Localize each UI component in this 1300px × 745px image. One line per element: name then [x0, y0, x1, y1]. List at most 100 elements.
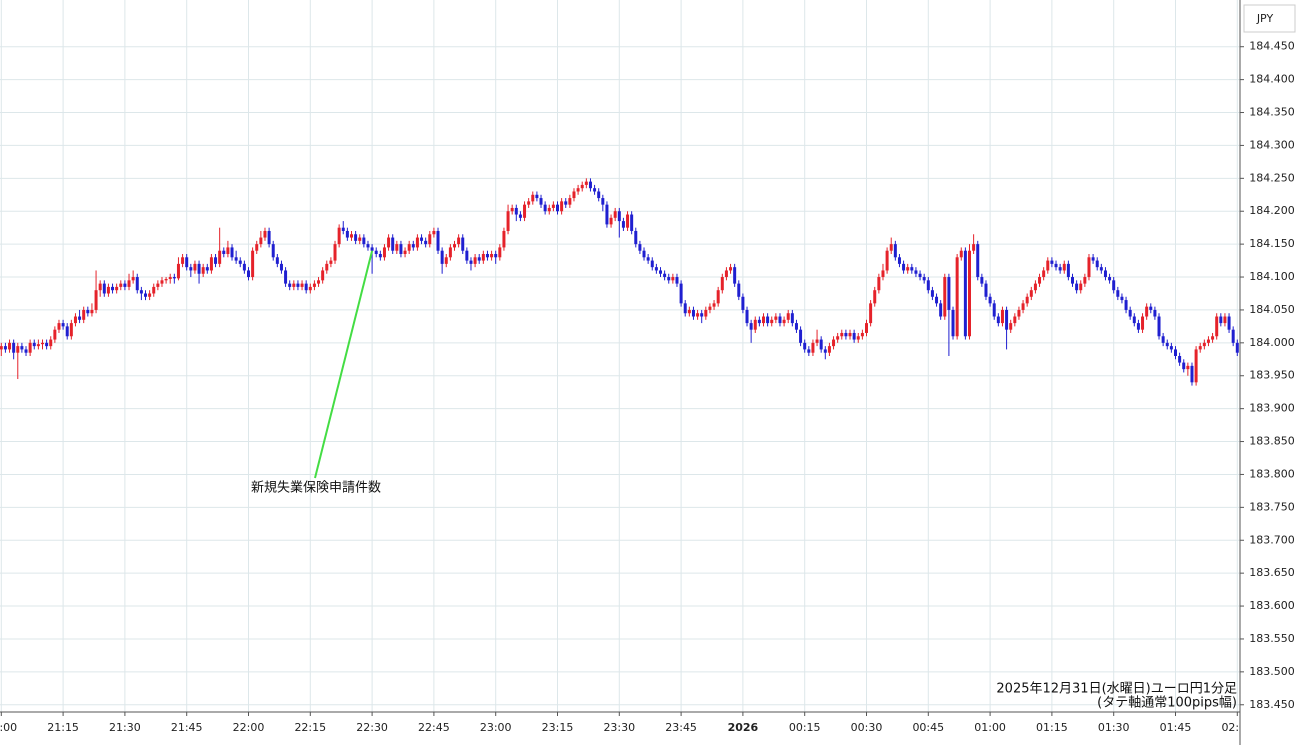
- candle-body: [86, 309, 90, 314]
- candle-body: [1021, 303, 1025, 310]
- candle-body: [560, 201, 564, 212]
- candle-body: [36, 344, 40, 347]
- candle-body: [473, 257, 477, 264]
- candle-body: [94, 290, 98, 310]
- candle-body: [551, 204, 555, 208]
- x-tick-label: 23:00: [480, 721, 512, 734]
- candle-body: [214, 257, 218, 264]
- candle-body: [156, 283, 160, 287]
- candle-body: [263, 230, 267, 238]
- candle-body: [700, 313, 704, 317]
- candle-body: [411, 244, 415, 248]
- candle-body: [61, 323, 65, 327]
- candle-body: [832, 339, 836, 347]
- candle-body: [28, 342, 32, 353]
- candle-body: [1062, 263, 1066, 271]
- candle-body: [205, 267, 209, 271]
- candle-body: [469, 260, 473, 264]
- candle-body: [762, 316, 765, 324]
- candle-body: [8, 342, 12, 350]
- candle-body: [24, 349, 28, 353]
- candle-body: [992, 303, 996, 317]
- candle-body: [403, 250, 407, 255]
- candle-body: [119, 283, 123, 287]
- candle-body: [144, 293, 147, 297]
- candle-body: [185, 257, 189, 268]
- candle-body: [284, 270, 288, 284]
- candle-body: [976, 244, 980, 278]
- candle-body: [57, 323, 61, 330]
- candle-body: [626, 214, 630, 228]
- candle-body: [399, 244, 403, 255]
- candle-body: [498, 247, 502, 258]
- candle-body: [374, 250, 378, 255]
- candle-body: [1013, 316, 1017, 324]
- candle-body: [745, 309, 749, 324]
- x-tick-label: 01:30: [1098, 721, 1130, 734]
- candle-body: [106, 286, 110, 294]
- candle-body: [865, 323, 868, 333]
- candle-body: [1153, 309, 1157, 317]
- candle-body: [885, 250, 889, 271]
- candle-body: [897, 257, 901, 264]
- candle-body: [807, 349, 811, 353]
- candle-body: [568, 198, 572, 205]
- candle-body: [1186, 365, 1190, 370]
- candle-body: [844, 332, 848, 337]
- candle-body: [436, 230, 440, 251]
- candle-body: [836, 336, 840, 340]
- candle-body: [32, 342, 36, 347]
- candle-body: [230, 247, 234, 258]
- candle-body: [593, 188, 597, 192]
- candle-body: [1099, 267, 1103, 271]
- candle-body: [827, 346, 831, 353]
- candle-body: [708, 306, 712, 310]
- candle-body: [1132, 316, 1136, 324]
- candle-body: [848, 332, 852, 337]
- candle-body: [852, 332, 856, 340]
- candle-body: [774, 316, 778, 320]
- candle-body: [527, 201, 531, 205]
- candle-body: [1050, 260, 1054, 264]
- candle-body: [914, 270, 918, 274]
- candle-body: [53, 329, 57, 340]
- candle-body: [432, 230, 436, 235]
- x-tick-label: 22:30: [356, 721, 388, 734]
- candle-body: [78, 316, 82, 320]
- candle-body: [576, 188, 580, 192]
- candle-body: [1161, 336, 1165, 343]
- candle-body: [1198, 346, 1202, 350]
- candle-body: [642, 250, 646, 258]
- candle-body: [819, 339, 823, 350]
- candle-body: [902, 263, 906, 271]
- candle-body: [1071, 277, 1074, 284]
- candle-body: [955, 257, 959, 337]
- candle-body: [226, 247, 230, 255]
- candle-body: [605, 204, 609, 225]
- candle-body: [939, 303, 943, 317]
- candle-body: [481, 254, 485, 261]
- candle-body: [906, 267, 910, 271]
- candle-body: [362, 237, 366, 245]
- candle-body: [12, 342, 16, 353]
- candle-body: [176, 263, 180, 279]
- candle-body: [729, 267, 733, 271]
- candle-body: [1046, 260, 1050, 271]
- candle-body: [724, 270, 728, 278]
- y-tick-label: 183.550: [1249, 632, 1295, 645]
- candle-body: [766, 316, 770, 324]
- x-tick-label: 21:15: [47, 721, 79, 734]
- candle-body: [247, 270, 250, 278]
- candle-body: [733, 267, 737, 284]
- x-tick-label: 00:15: [789, 721, 821, 734]
- candle-body: [333, 244, 337, 261]
- candle-body: [634, 230, 638, 245]
- candle-body: [267, 230, 271, 245]
- candle-body: [535, 194, 539, 199]
- candle-body: [922, 277, 926, 281]
- candle-body: [617, 211, 621, 222]
- candle-body: [663, 273, 667, 278]
- candle-body: [1145, 306, 1149, 317]
- candle-body: [288, 283, 292, 287]
